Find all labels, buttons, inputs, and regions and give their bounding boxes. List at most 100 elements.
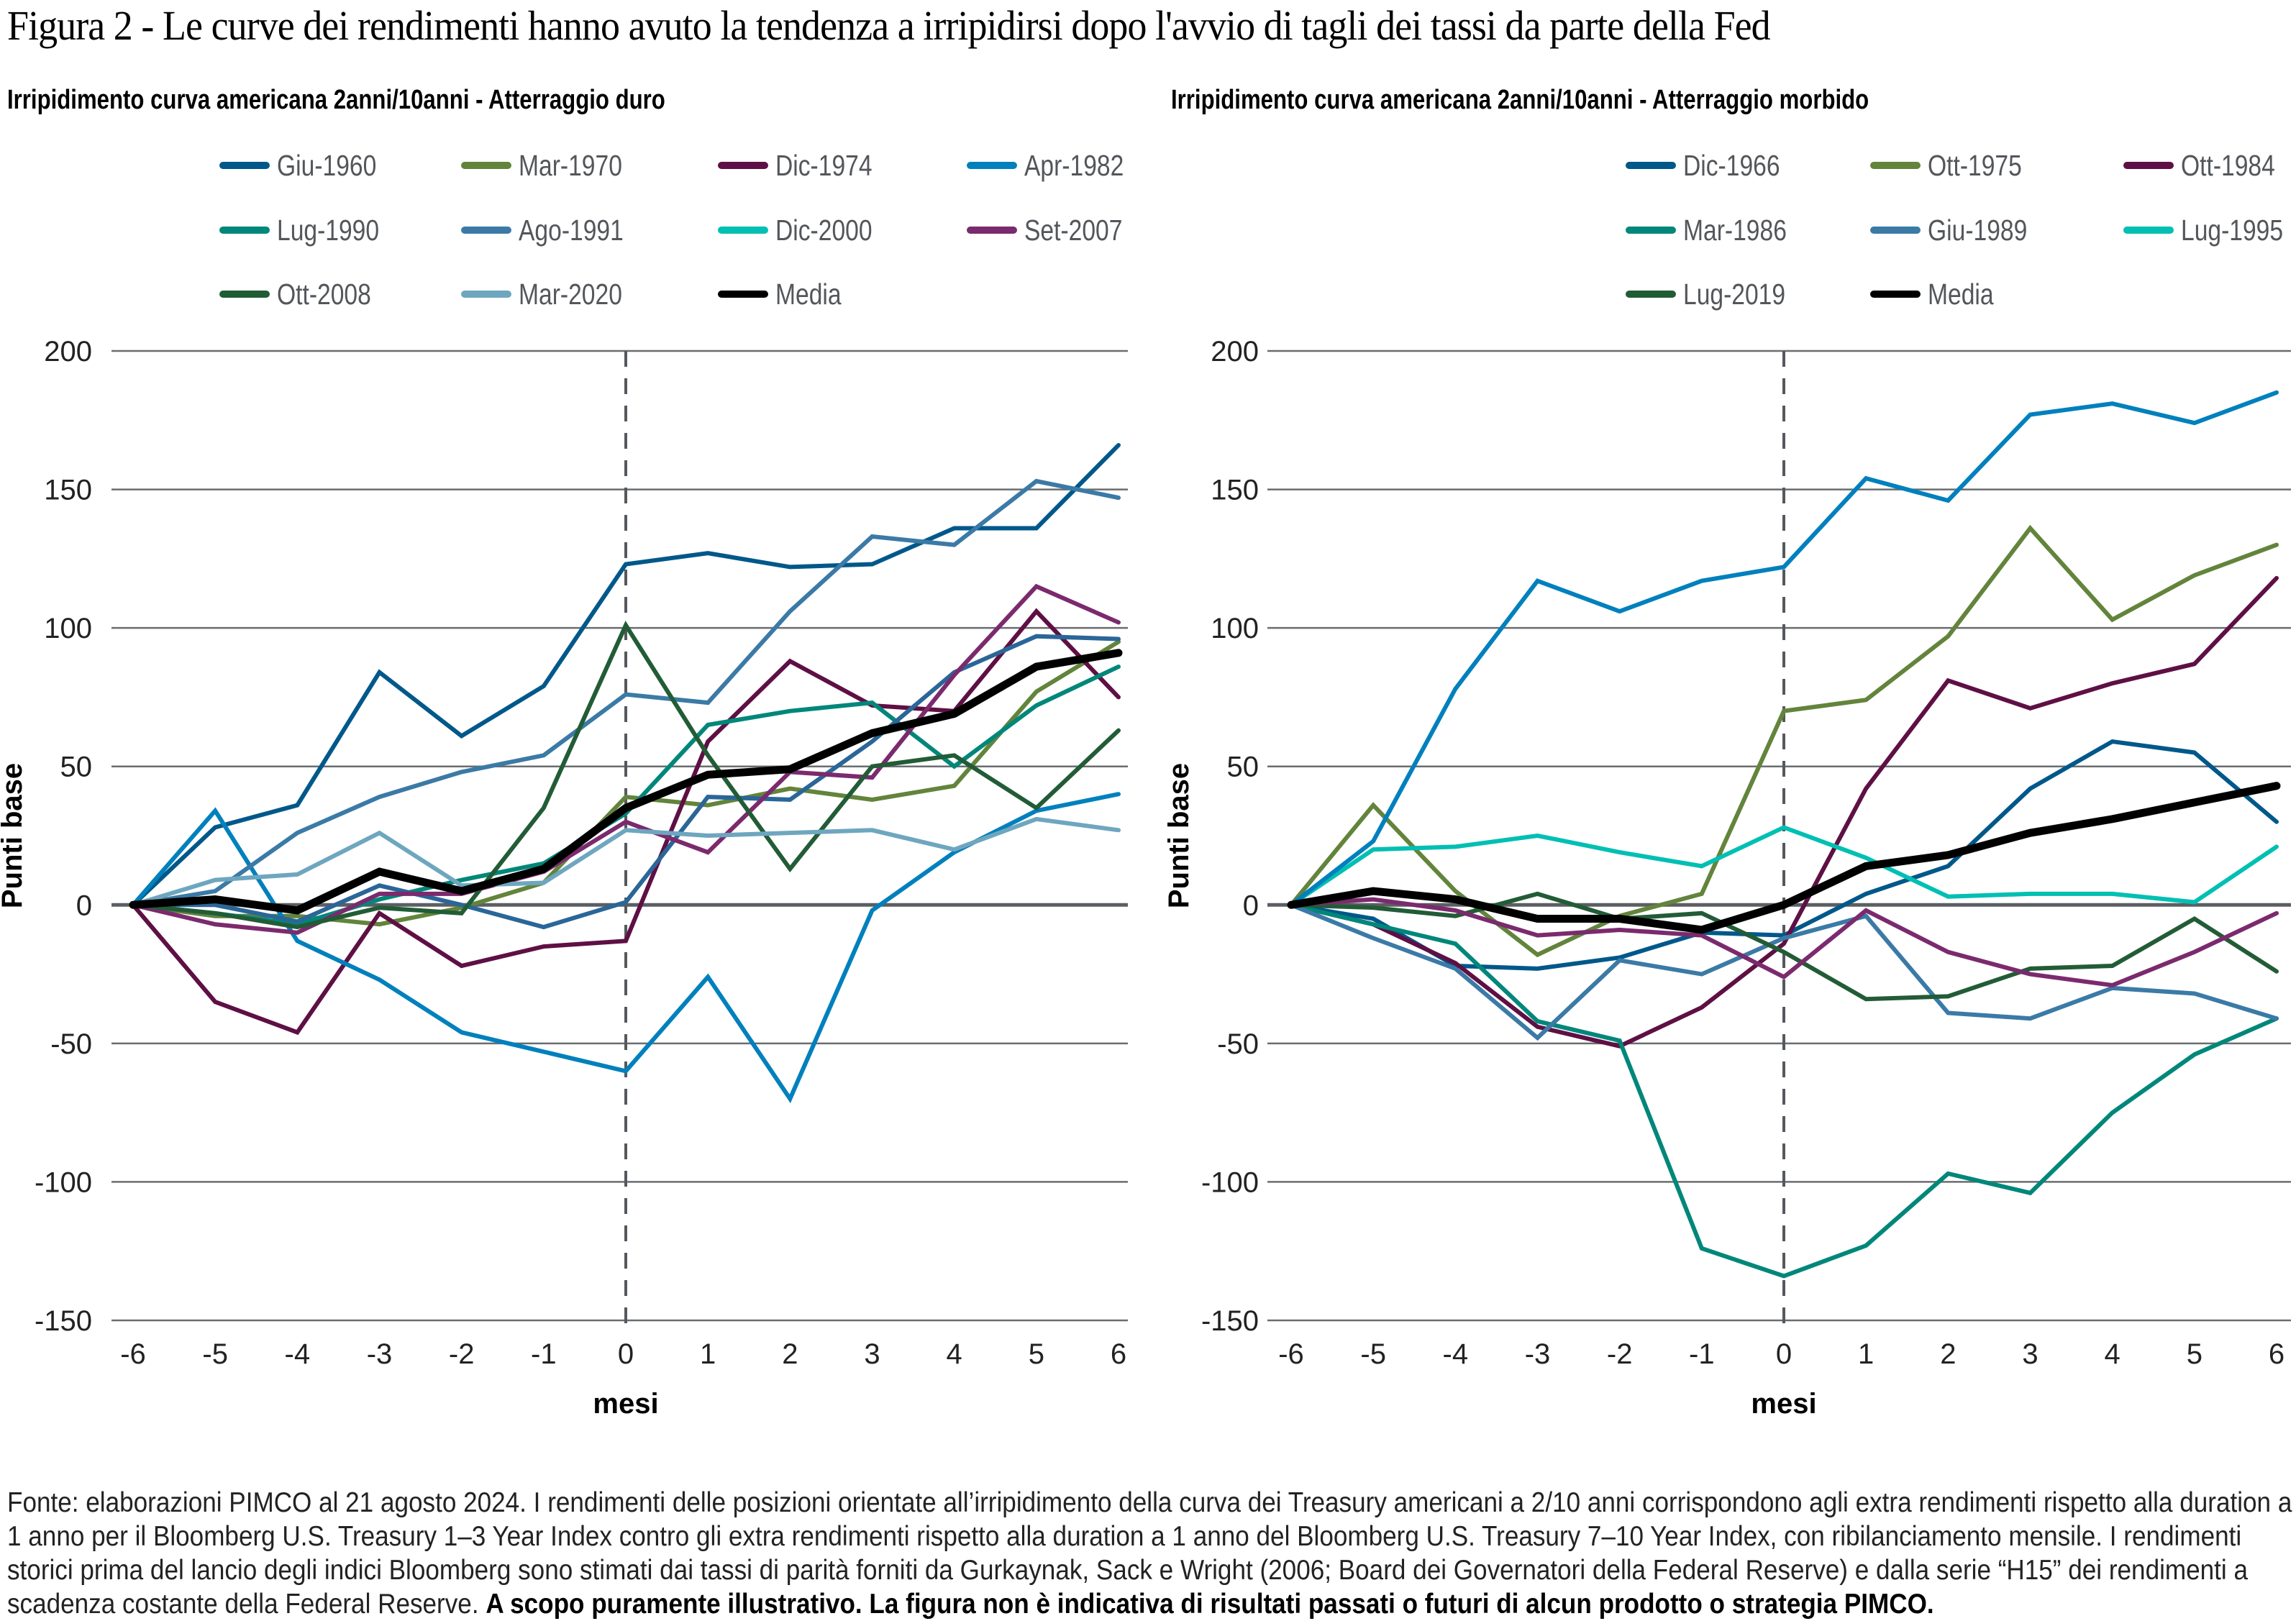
y-axis-title: Punti base [1163, 763, 1195, 908]
x-tick-label: 3 [2022, 1338, 2038, 1370]
legend-item: Mar-1970 [461, 148, 644, 182]
y-tick-label: -50 [1217, 1028, 1259, 1060]
legend-label: Lug-1990 [277, 213, 380, 247]
legend-item: Dic-1974 [718, 148, 893, 182]
legend-item: Giu-1989 [1870, 213, 2049, 247]
y-tick-label: 150 [1211, 475, 1259, 506]
legend-label: Giu-1960 [277, 148, 377, 182]
legend-swatch [718, 162, 768, 169]
legend-item: Lug-1990 [219, 213, 401, 247]
legend-label: Lug-2019 [1683, 277, 1786, 311]
legend-label: Dic-1966 [1683, 148, 1780, 182]
series-line-apr-1982 [131, 792, 1121, 1104]
series-line-dic-1966 [1289, 739, 2279, 971]
x-tick-label: -2 [1607, 1338, 1633, 1370]
series-line-ott-1984 [1289, 575, 2279, 1049]
series-line-lug-1995 [1289, 825, 2279, 908]
legend-label: Ott-1984 [2181, 148, 2275, 182]
legend-swatch [461, 227, 511, 234]
footnote: Fonte: elaborazioni PIMCO al 21 agosto 2… [7, 1486, 2296, 1621]
x-tick-label: 1 [1858, 1338, 1874, 1370]
series-line-mar-2020 [131, 816, 1121, 908]
y-tick-label: 150 [44, 475, 92, 506]
legend-swatch [967, 227, 1017, 234]
right-chart-title: Irripidimento curva americana 2anni/10an… [1171, 85, 1869, 115]
x-tick-label: 5 [1029, 1338, 1044, 1370]
legend-item: Lug-1995 [2123, 213, 2296, 247]
series-line-unlabeled [1289, 897, 2279, 988]
x-tick-label: -6 [1278, 1338, 1304, 1370]
legend-item: Set-2007 [967, 213, 1144, 247]
x-tick-label: -5 [1360, 1338, 1386, 1370]
series-line-media [129, 649, 1123, 915]
footnote-disclaimer: A scopo puramente illustrativo. La figur… [486, 1589, 1934, 1620]
series-line-lug-2019 [1289, 891, 2279, 1002]
x-tick-label: -1 [1689, 1338, 1715, 1370]
x-tick-label: 6 [1111, 1338, 1126, 1370]
series-line-mar-1970 [131, 639, 1121, 927]
legend-swatch [1626, 227, 1676, 234]
footnote-text: Fonte: elaborazioni PIMCO al 21 agosto 2… [7, 1487, 2292, 1620]
y-tick-label: -150 [1201, 1305, 1259, 1337]
series-line-lug-1990 [131, 665, 1121, 927]
y-tick-label: -100 [35, 1166, 92, 1198]
legend-label: Mar-1970 [519, 148, 622, 182]
legend-label: Lug-1995 [2181, 213, 2284, 247]
legend-label: Dic-1974 [775, 148, 873, 182]
legend-swatch [1870, 291, 1921, 298]
legend-label: Apr-1982 [1024, 148, 1124, 182]
legend-label: Media [1928, 277, 1994, 311]
y-tick-label: 0 [1243, 890, 1259, 921]
legend-label: Giu-1989 [1928, 213, 2028, 247]
y-tick-label: 200 [44, 336, 92, 367]
legend-swatch [461, 291, 511, 298]
legend-swatch [718, 227, 768, 234]
x-tick-label: 3 [864, 1338, 880, 1370]
y-tick-label: -50 [50, 1028, 92, 1060]
y-axis-title: Punti base [0, 763, 28, 908]
series-line-unlabeled [1289, 390, 2279, 908]
right-chart: 200 150 100 50 0 -50 -100 -150 -6 -5 -4 -3 -2 -1 0 1 2 3 4… [1163, 336, 2291, 1420]
legend-item: Apr-1982 [967, 148, 1146, 182]
series-line-ago-1991 [131, 478, 1121, 908]
x-tick-label: -6 [120, 1338, 146, 1370]
x-tick-label: 0 [1776, 1338, 1792, 1370]
x-tick-label: -4 [1443, 1338, 1469, 1370]
legend-item: Ago-1991 [461, 214, 647, 247]
figure-title: Figura 2 - Le curve dei rendimenti hanno… [7, 2, 1771, 49]
x-tick-label: 2 [1940, 1338, 1956, 1370]
legend-item: Media [718, 278, 856, 311]
legend-swatch [967, 162, 1017, 169]
x-axis-title: mesi [593, 1388, 658, 1420]
legend-label: Set-2007 [1024, 213, 1123, 247]
series-line-giu-1960 [131, 442, 1121, 908]
x-tick-label: 2 [782, 1338, 798, 1370]
y-tick-label: 100 [1211, 613, 1259, 644]
legend-swatch [718, 291, 768, 298]
series-line-ott-1975 [1289, 524, 2279, 958]
legend-swatch [2123, 227, 2174, 234]
series-line-media [1287, 782, 2281, 934]
x-tick-label: 0 [618, 1338, 634, 1370]
legend-item: Mar-2020 [461, 278, 644, 311]
legend-item: Ott-1984 [2123, 148, 2296, 182]
legend-label: Dic-2000 [775, 213, 873, 247]
left-chart-title: Irripidimento curva americana 2anni/10an… [7, 85, 665, 115]
series-line-mar-1986 [1289, 903, 2279, 1279]
x-tick-label: -1 [531, 1338, 557, 1370]
legend-swatch [1626, 162, 1676, 169]
legend-swatch [219, 162, 270, 169]
legend-item: Ott-1975 [1870, 149, 2043, 182]
y-tick-label: 100 [44, 613, 92, 644]
legend-item: Mar-1986 [1626, 214, 1809, 247]
x-tick-label: 1 [700, 1338, 716, 1370]
legend-item: Dic-2000 [718, 213, 893, 247]
legend-swatch [1870, 227, 1921, 234]
x-axis-title: mesi [1751, 1388, 1816, 1420]
legend-item: Dic-1966 [1626, 148, 1801, 182]
legend-item: Ott-2008 [219, 278, 392, 311]
legend-item: Media [1870, 277, 2008, 311]
y-tick-label: 0 [76, 890, 92, 921]
x-tick-label: -4 [285, 1338, 311, 1370]
legend-item: Giu-1960 [219, 148, 398, 182]
